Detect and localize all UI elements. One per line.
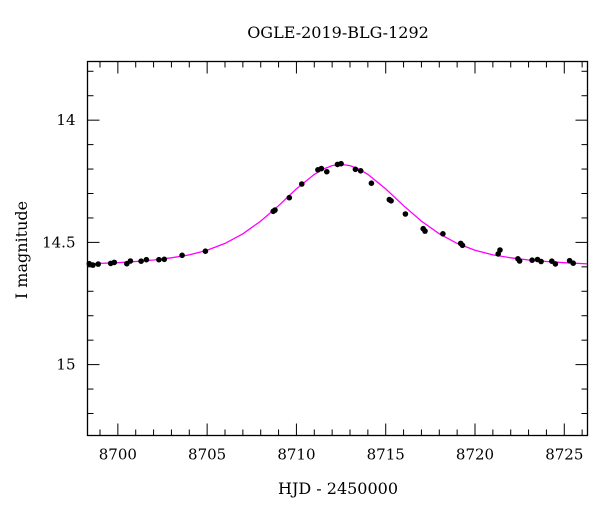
data-point [286, 194, 293, 201]
x-tick-label: 8700 [99, 446, 137, 464]
x-axis-label: HJD - 2450000 [278, 479, 398, 498]
axis-ticks [87, 61, 588, 436]
data-point [368, 180, 375, 186]
x-tick-label: 8720 [456, 446, 494, 464]
data-point [459, 242, 466, 249]
data-point [497, 247, 503, 253]
data-point [516, 258, 523, 264]
x-tick-label: 8725 [545, 446, 583, 464]
data-point [352, 166, 359, 173]
data-point [388, 198, 394, 204]
data-points [86, 160, 576, 268]
x-tick-label: 8715 [367, 446, 405, 464]
data-point [90, 262, 96, 268]
data-point [95, 261, 101, 267]
data-point [272, 207, 278, 213]
data-point [138, 258, 144, 265]
x-tick-label: 8705 [188, 446, 226, 464]
data-point [538, 258, 544, 265]
data-point [179, 252, 185, 259]
data-point [324, 168, 330, 175]
data-point [552, 261, 559, 267]
y-tick-label: 14 [56, 111, 75, 129]
data-point [161, 256, 168, 263]
data-point [440, 231, 446, 237]
y-axis-label: I magnitude [12, 201, 31, 299]
data-point [529, 257, 535, 264]
data-point [202, 248, 209, 254]
data-point [357, 168, 364, 174]
plot-frame [86, 60, 589, 437]
plot-area [86, 160, 588, 268]
data-point [422, 228, 428, 234]
y-tick-label: 14.5 [42, 233, 75, 251]
data-point [318, 165, 325, 172]
tick-labels: 8700 8705 8710 8715 8720 8725 14 14.5 15 [42, 111, 583, 463]
x-tick-label: 8710 [277, 446, 315, 464]
data-point [338, 160, 344, 167]
chart-title: OGLE-2019-BLG-1292 [247, 23, 429, 42]
data-point [299, 181, 305, 187]
y-tick-label: 15 [56, 356, 75, 374]
data-point [127, 258, 134, 264]
data-point [111, 259, 118, 266]
data-point [402, 211, 409, 217]
data-point [143, 256, 150, 263]
data-point [570, 260, 576, 267]
data-point [156, 256, 162, 263]
